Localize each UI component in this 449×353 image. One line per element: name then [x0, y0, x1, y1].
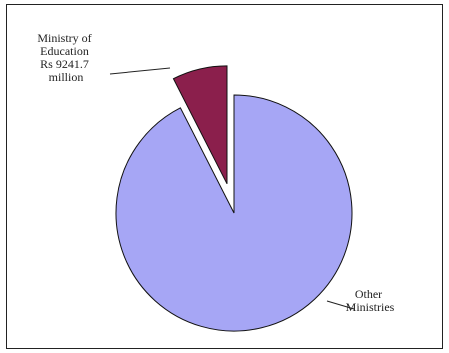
pie-slices: [115, 65, 353, 332]
slice-label-education-line-1: Ministry of: [37, 31, 91, 45]
slice-label-education: Ministry of Education Rs 9241.7 million: [37, 31, 94, 84]
slice-label-education-line-2: Education: [40, 44, 89, 58]
slice-label-education-line-4: million: [49, 70, 84, 84]
slice-label-other-line-1: Other: [355, 287, 382, 301]
leader-line-other: [326, 300, 355, 310]
pie-slice-education: [172, 65, 228, 185]
leader-line-education: [109, 67, 171, 75]
slice-label-education-line-3: Rs 9241.7: [40, 57, 89, 71]
slice-label-other: Other Ministries: [346, 287, 395, 314]
pie-slice-other-ministries: [115, 94, 353, 332]
slice-label-other-line-2: Ministries: [346, 300, 395, 314]
